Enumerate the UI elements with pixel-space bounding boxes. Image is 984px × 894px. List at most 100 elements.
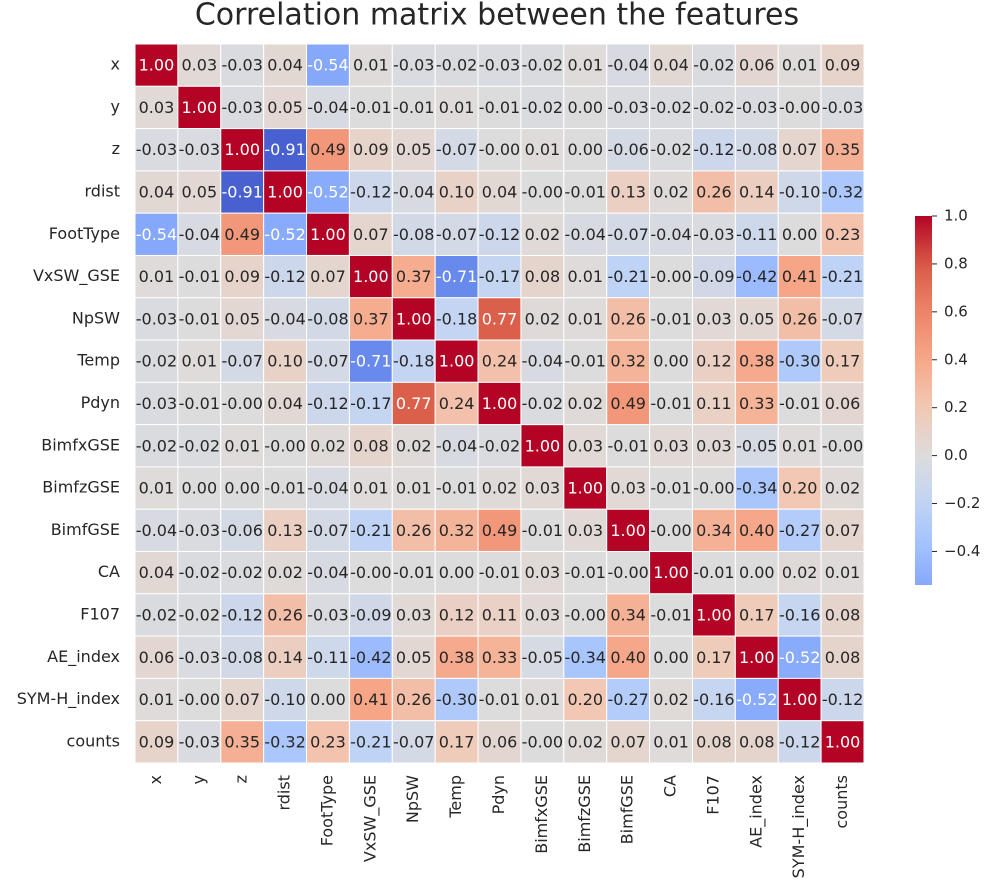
cell-label: 0.04 xyxy=(139,183,175,202)
heatmap-cell xyxy=(563,85,608,130)
heatmap-cell xyxy=(177,212,222,256)
heatmap-cell xyxy=(348,720,393,764)
heatmap-cell xyxy=(820,128,865,172)
cell-label: -0.03 xyxy=(222,98,263,117)
cell-label: 0.05 xyxy=(739,309,775,328)
cell-label: 0.04 xyxy=(482,183,518,202)
cell-label: 0.02 xyxy=(525,309,561,328)
heatmap-cell xyxy=(134,635,179,679)
heatmap-cell xyxy=(306,212,350,256)
colorbar xyxy=(915,216,932,585)
cell-label: 0.33 xyxy=(739,394,775,413)
heatmap-cell xyxy=(691,85,736,130)
heatmap-cell xyxy=(820,297,865,341)
heatmap-cell xyxy=(348,381,393,426)
heatmap-cell xyxy=(649,424,693,468)
cell-label: 0.01 xyxy=(396,479,432,498)
cell-label: -0.12 xyxy=(307,394,348,413)
cell-label: -0.07 xyxy=(393,732,434,751)
heatmap-cell xyxy=(606,635,651,679)
cell-label: -0.00 xyxy=(222,394,263,413)
cell-label: -0.91 xyxy=(264,140,305,159)
heatmap-cell xyxy=(477,381,522,426)
cell-label: -0.00 xyxy=(693,479,734,498)
cell-label: 0.07 xyxy=(610,732,646,751)
cell-label: -0.04 xyxy=(650,225,691,244)
colorbar-tick-label: 1.0 xyxy=(944,207,968,225)
cell-label: 0.11 xyxy=(482,605,518,624)
heatmap-cell xyxy=(434,551,479,595)
cell-label: 0.08 xyxy=(353,436,389,455)
colorbar-tick-label: −0.2 xyxy=(944,494,980,512)
cell-label: 0.03 xyxy=(525,563,561,582)
heatmap-cell xyxy=(348,508,393,553)
cell-label: 0.01 xyxy=(353,56,389,75)
heatmap-cell xyxy=(220,254,265,299)
cell-label: -0.52 xyxy=(779,648,820,667)
cell-label: 0.02 xyxy=(567,394,603,413)
cell-label: 0.01 xyxy=(782,56,818,75)
heatmap-cell xyxy=(520,720,565,764)
cell-label: -0.01 xyxy=(650,309,691,328)
heatmap-cell xyxy=(563,466,608,510)
cell-label: -0.01 xyxy=(179,309,220,328)
cell-label: -0.04 xyxy=(264,309,305,328)
heatmap-cell xyxy=(177,720,222,764)
cell-label: -0.02 xyxy=(136,605,177,624)
cell-label: 0.00 xyxy=(653,352,689,371)
cell-label: 1.00 xyxy=(610,521,646,540)
cell-label: 0.05 xyxy=(224,309,260,328)
cell-label: 0.03 xyxy=(396,605,432,624)
x-tick-label: Temp xyxy=(446,775,465,819)
heatmap-cell xyxy=(348,212,393,256)
cell-label: -0.09 xyxy=(350,605,391,624)
cell-label: 1.00 xyxy=(267,183,303,202)
cell-label: 0.01 xyxy=(353,479,389,498)
cell-label: -0.16 xyxy=(693,690,734,709)
cell-label: 0.23 xyxy=(825,225,861,244)
cell-label: 0.10 xyxy=(267,352,303,371)
cell-label: 0.01 xyxy=(139,479,175,498)
cell-label: -0.04 xyxy=(565,225,606,244)
cell-label: -0.01 xyxy=(479,98,520,117)
cell-label: -0.02 xyxy=(522,98,563,117)
cell-label: -0.04 xyxy=(307,563,348,582)
heatmap-cell xyxy=(177,508,222,553)
cell-label: 0.26 xyxy=(610,309,646,328)
cell-label: 0.06 xyxy=(739,56,775,75)
cell-label: -0.03 xyxy=(693,225,734,244)
heatmap-cell xyxy=(263,339,308,383)
cell-label: -0.01 xyxy=(522,521,563,540)
cell-label: 0.03 xyxy=(525,479,561,498)
heatmap-cell xyxy=(263,677,308,722)
heatmap-cell xyxy=(177,551,222,595)
heatmap-cell xyxy=(606,254,651,299)
heatmap-cell xyxy=(263,424,308,468)
cell-label: -0.02 xyxy=(436,56,477,75)
cell-label: -0.00 xyxy=(779,98,820,117)
x-tick-label: z xyxy=(232,775,251,783)
x-tick-label: BimfzGSE xyxy=(575,775,594,853)
heatmap-cell xyxy=(563,677,608,722)
cell-label: -0.02 xyxy=(522,56,563,75)
cell-label: -0.10 xyxy=(264,690,305,709)
cell-label: 0.00 xyxy=(567,140,603,159)
heatmap-cell xyxy=(734,593,779,637)
cell-label: -0.03 xyxy=(393,56,434,75)
cell-label: 0.01 xyxy=(224,436,260,455)
heatmap-cell xyxy=(391,635,436,679)
heatmap-cell xyxy=(477,677,522,722)
cell-label: 0.03 xyxy=(610,479,646,498)
y-tick-label: CA xyxy=(98,562,120,581)
cell-label: 0.01 xyxy=(525,140,561,159)
cell-label: 0.07 xyxy=(310,267,346,286)
cell-label: -0.06 xyxy=(607,140,648,159)
heatmap-cell xyxy=(177,677,222,722)
heatmap-cell xyxy=(520,677,565,722)
cell-label: -0.03 xyxy=(179,521,220,540)
cell-label: -0.06 xyxy=(222,521,263,540)
heatmap-cell xyxy=(434,677,479,722)
cell-label: 0.09 xyxy=(825,56,861,75)
cell-label: 0.01 xyxy=(567,309,603,328)
heatmap-cell xyxy=(820,43,865,87)
